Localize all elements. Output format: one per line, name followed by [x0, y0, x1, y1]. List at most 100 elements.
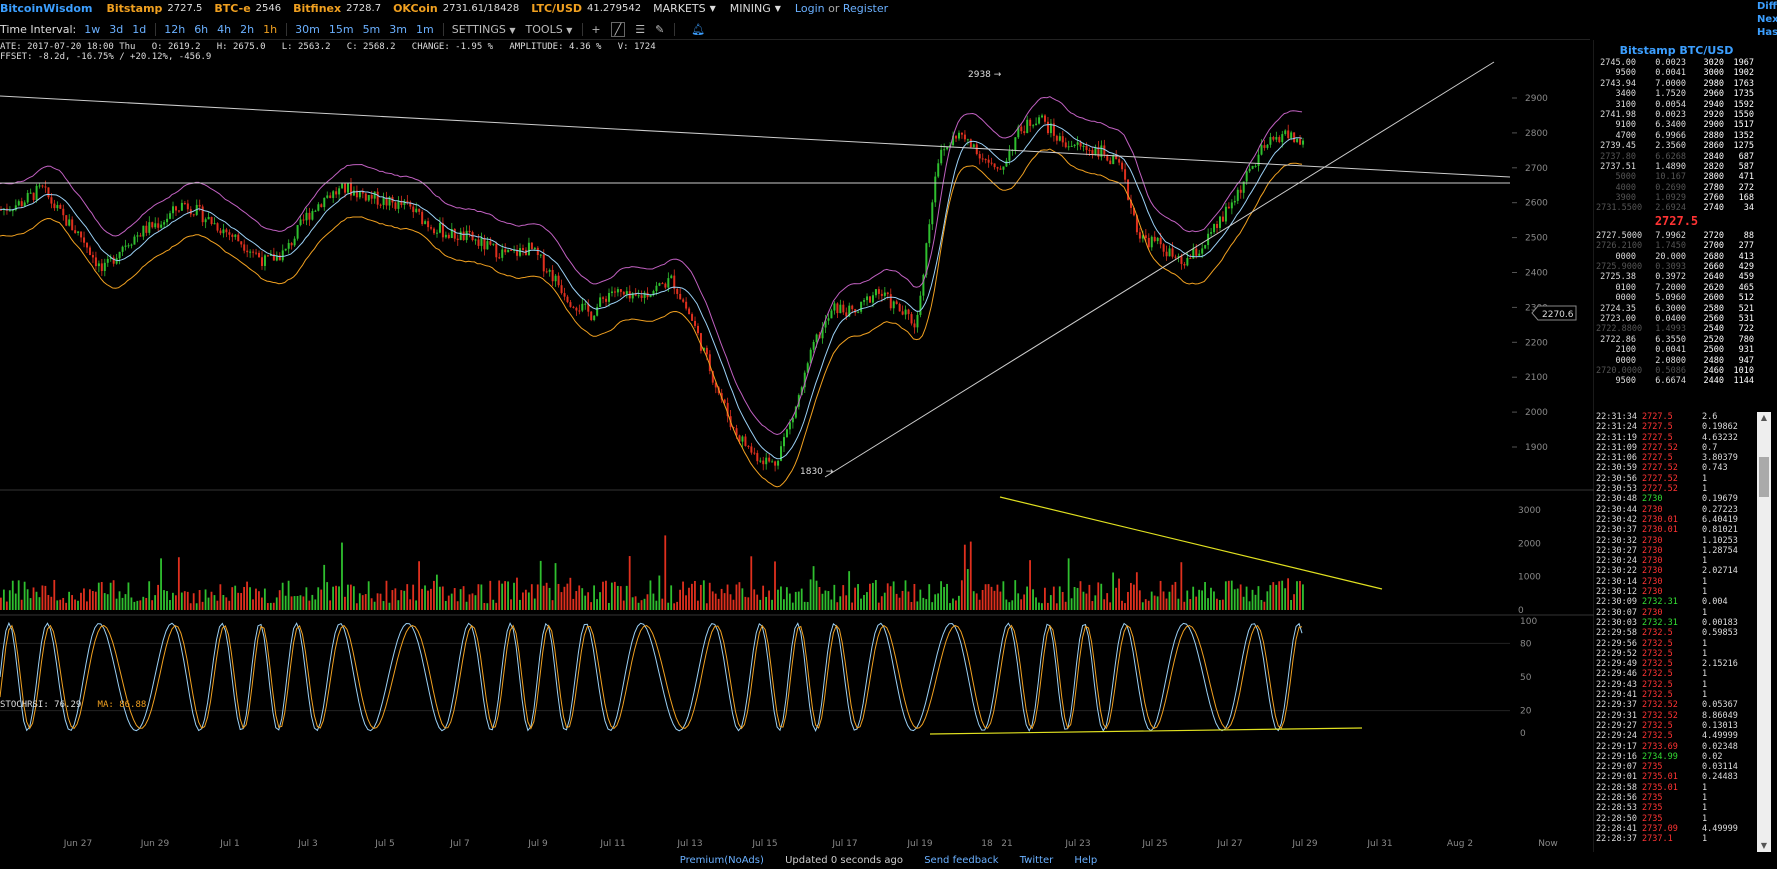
orderbook-row[interactable]: 2737.80 6.6268 2840 687 [1596, 152, 1757, 162]
candle-body [255, 252, 258, 254]
trade-row: 22:29:24 2732.5 4.49999 [1596, 731, 1756, 741]
exchange-ltcusd[interactable]: LTC/USD 41.279542 [531, 2, 642, 15]
order-book: Bitstamp BTC/USD 2745.00 0.0023 3020 1967 95… [1596, 44, 1757, 409]
exchange-bitstamp[interactable]: Bitstamp 2727.5 [106, 2, 203, 15]
interval-2h[interactable]: 2h [240, 23, 255, 36]
orderbook-row[interactable]: 3900 1.0929 2760 168 [1596, 193, 1757, 203]
candle-body [183, 202, 186, 204]
interval-3m[interactable]: 3m [389, 23, 407, 36]
candle-body [774, 461, 777, 466]
interval-6h[interactable]: 6h [194, 23, 209, 36]
chevron-down-icon: ▼ [709, 4, 716, 13]
orderbook-row[interactable]: 2745.00 0.0023 3020 1967 [1596, 58, 1757, 68]
trade-history[interactable]: 22:31:34 2727.5 2.6 22:31:24 2727.5 0.19862 22… [1596, 412, 1756, 852]
candle-body [477, 239, 480, 246]
orderbook-row[interactable]: 2724.35 6.3000 2580 521 [1596, 304, 1757, 314]
orderbook-row[interactable]: 2725.9000 0.3093 2660 429 [1596, 262, 1757, 272]
scroll-down-icon[interactable]: ▼ [1760, 841, 1768, 850]
orderbook-row[interactable]: 0000 20.000 2680 413 [1596, 252, 1757, 262]
candle-body [397, 200, 400, 209]
orderbook-row[interactable]: 2731.5500 2.6924 2740 34 [1596, 203, 1757, 213]
orderbook-row[interactable]: 4700 6.9966 2880 1352 [1596, 131, 1757, 141]
exchange-okcoin[interactable]: OKCoin 2731.61/18428 [393, 2, 520, 15]
candle-body [969, 139, 972, 148]
trade-time: 22:31:34 [1596, 412, 1637, 422]
orderbook-row[interactable]: 2727.5000 7.9962 2720 88 [1596, 231, 1757, 241]
volume-bar [80, 592, 82, 610]
orderbook-row[interactable]: 2725.38 0.3972 2640 459 [1596, 272, 1757, 282]
orderbook-row[interactable]: 2741.98 0.0023 2920 1550 [1596, 110, 1757, 120]
interval-3d[interactable]: 3d [109, 23, 124, 36]
interval-4h[interactable]: 4h [217, 23, 232, 36]
markets-menu[interactable]: MARKETS ▼ [653, 2, 716, 15]
orderbook-row[interactable]: 2722.8800 1.4993 2540 722 [1596, 324, 1757, 334]
bell-icon[interactable]: 🔔︎ [691, 23, 706, 36]
orderbook-row[interactable]: 3100 0.0054 2940 1592 [1596, 100, 1757, 110]
volume-bar [631, 597, 634, 610]
volume-bar [610, 582, 613, 610]
candle-body [314, 210, 317, 212]
orderbook-sum: 2520 [1703, 334, 1724, 345]
candle-body [1299, 138, 1302, 145]
volume-bar [1248, 601, 1251, 610]
orderbook-row[interactable]: 2737.51 1.4890 2820 587 [1596, 162, 1757, 172]
interval-30m[interactable]: 30m [295, 23, 320, 36]
volume-bar [516, 577, 518, 610]
help-link[interactable]: Help [1074, 855, 1098, 866]
orderbook-row[interactable]: 2726.2100 1.7450 2700 277 [1596, 241, 1757, 251]
twitter-link[interactable]: Twitter [1019, 855, 1054, 866]
candle-body [71, 219, 74, 231]
site-logo[interactable]: BitcoinWisdom [0, 2, 93, 15]
orderbook-row[interactable]: 0000 2.0800 2480 947 [1596, 356, 1757, 366]
interval-1w[interactable]: 1w [84, 23, 101, 36]
interval-1h[interactable]: 1h [263, 23, 278, 36]
pencil-icon[interactable]: ✎ [655, 23, 665, 36]
exchange-bitfinex[interactable]: Bitfinex 2728.7 [293, 2, 382, 15]
scroll-up-icon[interactable]: ▲ [1760, 413, 1768, 422]
candle-body [231, 234, 234, 237]
scroll-thumb[interactable] [1759, 457, 1769, 497]
orderbook-row[interactable]: 5000 10.167 2800 471 [1596, 172, 1757, 182]
trade-time: 22:29:27 [1596, 720, 1637, 731]
orderbook-row[interactable]: 9100 6.3400 2900 1517 [1596, 120, 1757, 130]
settings-menu[interactable]: SETTINGS ▼ [451, 23, 516, 36]
interval-15m[interactable]: 15m [328, 23, 354, 36]
login-link[interactable]: Login [794, 2, 825, 15]
trade-price: 2730 [1642, 556, 1663, 567]
volume-bar [578, 585, 581, 610]
orderbook-row[interactable]: 2723.00 0.0400 2560 531 [1596, 314, 1757, 324]
orderbook-row[interactable]: 9500 0.0041 3000 1902 [1596, 68, 1757, 78]
orderbook-row[interactable]: 9500 6.6674 2440 1144 [1596, 376, 1757, 386]
horizontal-lines-icon[interactable]: ☰ [635, 23, 646, 36]
orderbook-row[interactable]: 0100 7.2000 2620 465 [1596, 283, 1757, 293]
orderbook-row[interactable]: 3400 1.7520 2960 1735 [1596, 89, 1757, 99]
stoch-tick-label: 100 [1520, 617, 1537, 627]
interval-12h[interactable]: 12h [164, 23, 186, 36]
orderbook-row[interactable]: 2100 0.0041 2500 931 [1596, 345, 1757, 355]
exchange-btce[interactable]: BTC-e 2546 [214, 2, 282, 15]
interval-5m[interactable]: 5m [362, 23, 381, 36]
candle-body [53, 203, 56, 209]
orderbook-row[interactable]: 4000 0.2690 2780 272 [1596, 183, 1757, 193]
crosshair-icon[interactable]: + [591, 23, 601, 36]
trade-row: 22:29:31 2732.52 8.86049 [1596, 711, 1756, 721]
interval-1d[interactable]: 1d [132, 23, 147, 36]
mining-menu[interactable]: MINING ▼ [729, 2, 781, 15]
interval-1m[interactable]: 1m [416, 23, 434, 36]
feedback-link[interactable]: Send feedback [924, 855, 999, 866]
volume-bar [201, 601, 204, 610]
tools-menu[interactable]: TOOLS ▼ [525, 23, 573, 36]
price-chart[interactable]: 2900280027002600250024002300220021002000… [0, 40, 1594, 852]
register-link[interactable]: Register [842, 2, 889, 15]
trade-history-scrollbar[interactable]: ▲ ▼ [1757, 412, 1771, 852]
line-draw-icon[interactable]: ╱ [610, 22, 626, 37]
orderbook-row[interactable]: 2722.86 6.3550 2520 780 [1596, 335, 1757, 345]
premium-link[interactable]: Premium(NoAds) [679, 855, 764, 866]
orderbook-row[interactable]: 0000 5.0960 2600 512 [1596, 293, 1757, 303]
orderbook-row[interactable]: 2720.0000 0.5086 2460 1010 [1596, 366, 1757, 376]
orderbook-row[interactable]: 2743.94 7.0000 2980 1763 [1596, 79, 1757, 89]
candle-body [329, 195, 332, 198]
candle-body [670, 275, 673, 279]
orderbook-row[interactable]: 2739.45 2.3560 2860 1275 [1596, 141, 1757, 151]
volume-bar [1257, 586, 1260, 610]
